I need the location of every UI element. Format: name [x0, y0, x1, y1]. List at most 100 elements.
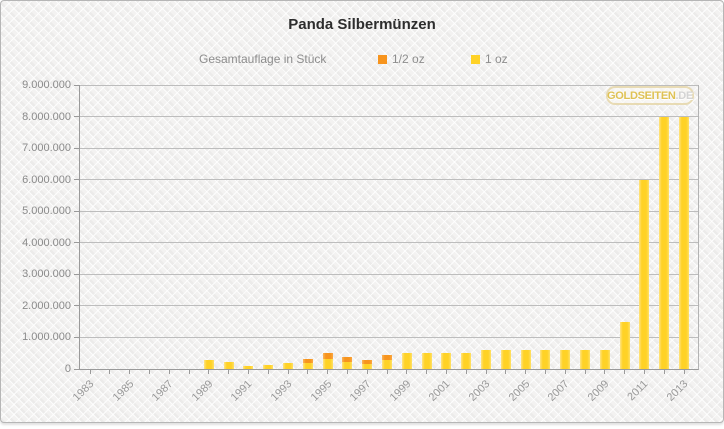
x-tick-label-2007: 2007: [545, 378, 572, 404]
bar-1oz-2013: [679, 116, 689, 369]
bar-1oz-1995: [322, 358, 333, 369]
bar-1oz-2005: [520, 350, 531, 369]
bar-half-oz-1994: [302, 358, 313, 363]
x-tick-label-2011: 2011: [625, 378, 651, 404]
legend-text-half-oz: 1/2 oz: [392, 52, 425, 66]
y-tick-label-8000000: 8.000.000: [22, 110, 71, 123]
bar-1oz-1992: [263, 365, 274, 369]
x-tick-label-1991: 1991: [229, 378, 255, 404]
x-tick-1984: [109, 369, 111, 374]
gridline-4000000: [80, 242, 698, 244]
x-tick-label-2003: 2003: [466, 378, 493, 404]
bar-half-oz-1995: [322, 352, 333, 359]
bar-1oz-2006: [540, 350, 551, 369]
x-tick-1993: [287, 369, 289, 374]
y-tick-label-5000000: 5.000.000: [22, 205, 71, 218]
y-tick-5000000: [74, 210, 79, 212]
x-tick-2009: [604, 369, 606, 374]
x-tick-1986: [148, 369, 150, 374]
y-tick-label-9000000: 9.000.000: [22, 79, 71, 91]
bar-1oz-1993: [283, 362, 293, 369]
x-tick-2008: [584, 369, 586, 374]
x-tick-2013: [683, 369, 685, 374]
y-tick-9000000: [74, 85, 79, 86]
bar-1oz-1997: [362, 363, 373, 369]
y-tick-3000000: [74, 273, 79, 275]
bar-1oz-2010: [619, 321, 630, 369]
gridline-6000000: [80, 179, 698, 181]
x-tick-label-1985: 1985: [110, 378, 137, 404]
goldseiten-watermark: GOLDSEITEN .DE: [606, 86, 694, 105]
x-tick-2000: [426, 369, 428, 374]
watermark-text-main: GOLDSEITEN: [607, 89, 676, 102]
bar-1oz-2003: [481, 350, 491, 369]
x-tick-2011: [643, 369, 645, 374]
x-tick-label-2001: 2001: [427, 378, 453, 404]
x-tick-label-1989: 1989: [189, 378, 216, 404]
x-tick-label-2013: 2013: [664, 378, 691, 404]
x-tick-1983: [89, 369, 91, 374]
bar-1oz-2004: [500, 350, 511, 369]
y-tick-7000000: [74, 147, 79, 149]
gridline-8000000: [80, 116, 698, 118]
bar-1oz-2012: [659, 116, 670, 369]
gridline-7000000: [80, 147, 698, 149]
y-tick-2000000: [74, 305, 79, 307]
y-tick-8000000: [74, 116, 79, 118]
x-tick-label-2009: 2009: [585, 378, 612, 404]
legend-series-label: Gesamtauflage in Stück: [199, 52, 327, 66]
legend-swatch-half-oz-icon: [378, 55, 387, 64]
bar-half-oz-1997: [362, 359, 373, 364]
bar-1oz-1991: [243, 365, 254, 369]
bar-half-oz-1996: [342, 357, 353, 363]
x-tick-2005: [525, 369, 527, 374]
x-tick-label-1995: 1995: [308, 378, 335, 404]
bar-1oz-2002: [461, 353, 472, 369]
bar-1oz-2007: [560, 350, 571, 369]
x-tick-2007: [564, 369, 566, 374]
x-tick-2010: [624, 369, 626, 374]
y-tick-6000000: [74, 179, 79, 181]
bar-1oz-1996: [342, 362, 353, 369]
x-tick-2004: [505, 369, 507, 374]
bar-1oz-1989: [203, 359, 214, 369]
x-tick-2006: [544, 369, 546, 374]
bar-1oz-2009: [599, 350, 610, 369]
bar-1oz-2001: [441, 353, 452, 369]
gridline-9000000: [80, 85, 698, 86]
bar-1oz-1998: [382, 360, 392, 369]
gridline-3000000: [80, 273, 698, 275]
x-tick-1999: [406, 369, 408, 374]
y-axis-labels: 0 1.000.000 2.000.000 3.000.000 4.000.000 5.0…: [1, 79, 71, 375]
y-tick-4000000: [74, 242, 79, 244]
x-tick-1994: [307, 369, 309, 374]
legend-item-one-oz: 1 oz: [471, 52, 508, 66]
x-tick-1987: [168, 369, 170, 374]
y-tick-label-1000000: 1.000.000: [22, 331, 71, 344]
x-tick-1990: [228, 369, 230, 374]
x-tick-1989: [208, 369, 210, 374]
y-tick-label-4000000: 4.000.000: [22, 236, 71, 249]
chart-title: Panda Silbermünzen: [288, 16, 436, 33]
x-tick-1995: [327, 369, 329, 374]
bar-1oz-2008: [580, 350, 590, 369]
y-tick-label-7000000: 7.000.000: [22, 142, 71, 155]
plot-area: GOLDSEITEN .DE 1983 1985 1987 1989 1991 1993 19…: [71, 85, 699, 404]
y-tick-label-0: 0: [64, 363, 71, 375]
legend-text-one-oz: 1 oz: [485, 52, 508, 66]
x-tick-1988: [188, 369, 190, 374]
bar-1oz-2000: [421, 353, 432, 369]
y-tick-label-6000000: 6.000.000: [22, 173, 71, 186]
gridline-1000000: [80, 336, 698, 338]
x-tick-label-1983: 1983: [70, 378, 97, 404]
x-tick-2001: [445, 369, 447, 374]
legend-item-half-oz: 1/2 oz: [378, 52, 425, 66]
watermark-text-suffix: .DE: [675, 89, 694, 102]
x-tick-1998: [386, 369, 388, 374]
x-tick-1991: [247, 369, 249, 374]
x-tick-2012: [663, 369, 665, 374]
x-tick-1992: [267, 369, 269, 374]
x-tick-label-1993: 1993: [268, 378, 295, 404]
bar-1oz-2011: [639, 179, 650, 369]
